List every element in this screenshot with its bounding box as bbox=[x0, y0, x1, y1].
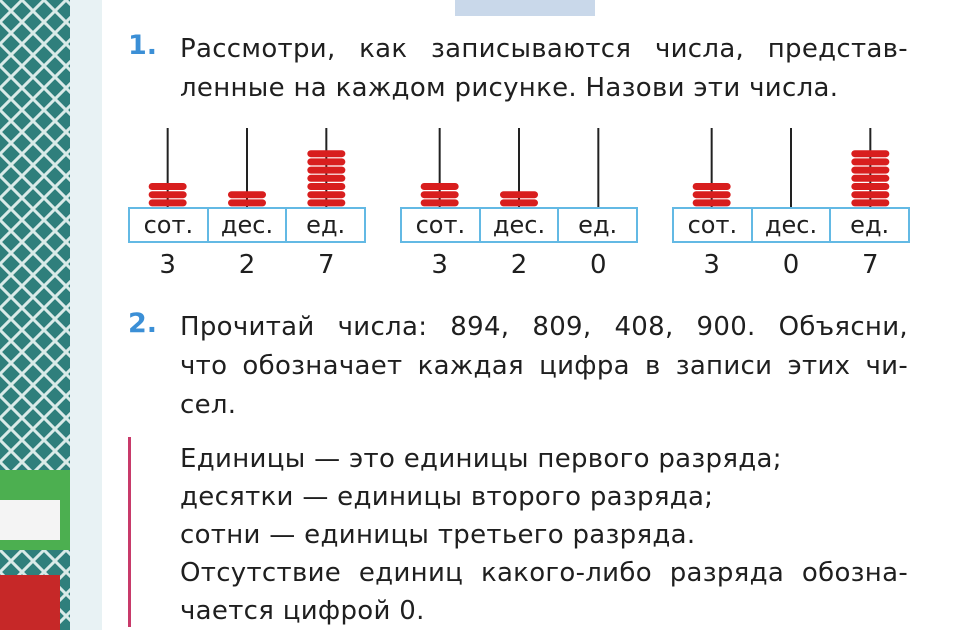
rod-hundreds bbox=[420, 128, 459, 207]
abacus-bead bbox=[307, 150, 346, 158]
digit-tens: 2 bbox=[510, 250, 528, 280]
abacus-bead bbox=[851, 158, 890, 166]
digit-hundreds: 3 bbox=[159, 250, 176, 280]
rod-tens bbox=[500, 128, 538, 207]
abacus-bead bbox=[500, 199, 538, 207]
abacus-figure-3 bbox=[692, 128, 890, 207]
digit-units: 7 bbox=[862, 250, 879, 280]
rod-units bbox=[307, 128, 346, 207]
abacus-bead bbox=[692, 199, 731, 207]
abacus-bead bbox=[307, 199, 346, 207]
rod-hundreds bbox=[692, 128, 731, 207]
digit-tens: 0 bbox=[782, 250, 800, 280]
abacus-bead bbox=[851, 191, 890, 199]
text-line: Прочитай числа: 894, 809, 408, 900. Объя… bbox=[180, 312, 908, 342]
digit-hundreds: 3 bbox=[703, 250, 720, 280]
abacus-bead bbox=[307, 183, 346, 190]
abacus-bead bbox=[420, 199, 459, 207]
abacus-bead bbox=[307, 191, 346, 199]
abacus-bead bbox=[228, 191, 266, 199]
top-color-strip bbox=[455, 0, 595, 16]
digit-units: 0 bbox=[590, 250, 607, 280]
text-line: сел. bbox=[180, 390, 237, 420]
place-value-table: сот. дес. ед. bbox=[672, 207, 910, 243]
text-line: Отсутствие единиц какого-либо разряда об… bbox=[180, 558, 908, 588]
number-digits: 3 2 7 bbox=[128, 250, 366, 280]
place-value-table: сот. дес. ед. bbox=[400, 207, 638, 243]
abacus-bead bbox=[420, 183, 459, 190]
text-line: ленные на каждом рисунке. Назови эти чис… bbox=[180, 73, 839, 103]
abacus-bead bbox=[307, 158, 346, 166]
abacus-bead bbox=[148, 199, 187, 207]
abacus-bead bbox=[148, 183, 187, 190]
abacus-bead bbox=[307, 166, 346, 174]
digit-hundreds: 3 bbox=[431, 250, 448, 280]
header-hundreds: сот. bbox=[130, 209, 209, 241]
abacus-bead bbox=[851, 174, 890, 182]
text-line: Рассмотри, как записываются числа, предс… bbox=[180, 34, 908, 64]
rule-text: Единицы — это единицы первого разряда; д… bbox=[180, 440, 908, 630]
rod-hundreds bbox=[148, 128, 187, 207]
exercise-number: 1. bbox=[128, 30, 158, 61]
abacus-bead bbox=[851, 199, 890, 207]
rod-units bbox=[851, 128, 890, 207]
number-digits: 3 2 0 bbox=[400, 250, 638, 280]
header-tens: дес. bbox=[481, 209, 560, 241]
abacus-bead bbox=[692, 183, 731, 190]
header-tens: дес. bbox=[209, 209, 288, 241]
abacus-bead bbox=[307, 174, 346, 182]
decorative-lattice-art bbox=[0, 0, 102, 630]
abacus-bead bbox=[851, 183, 890, 190]
abacus-bead bbox=[420, 191, 459, 199]
abacus-bead bbox=[228, 199, 266, 207]
digit-tens: 2 bbox=[238, 250, 256, 280]
header-units: ед. bbox=[306, 211, 346, 239]
exercise-2-text: Прочитай числа: 894, 809, 408, 900. Объя… bbox=[180, 308, 908, 425]
abacus-bead bbox=[500, 191, 538, 199]
exercise-1-text: Рассмотри, как записываются числа, предс… bbox=[180, 30, 908, 108]
number-digits: 3 0 7 bbox=[672, 250, 910, 280]
exercise-number: 2. bbox=[128, 308, 158, 339]
header-units: ед. bbox=[578, 211, 618, 239]
text-line: сотни — единицы третьего разряда. bbox=[180, 520, 696, 550]
text-line: десятки — единицы второго разряда; bbox=[180, 482, 714, 512]
abacus-figure-2 bbox=[420, 128, 600, 207]
header-units: ед. bbox=[850, 211, 890, 239]
text-line: Единицы — это единицы первого разряда; bbox=[180, 444, 782, 474]
text-line: что обозначает каждая цифра в записи эти… bbox=[180, 351, 908, 381]
digit-units: 7 bbox=[318, 250, 335, 280]
abacus-bead bbox=[148, 191, 187, 199]
rod-tens bbox=[228, 128, 266, 207]
header-hundreds: сот. bbox=[402, 209, 481, 241]
place-value-table: сот. дес. ед. bbox=[128, 207, 366, 243]
header-tens: дес. bbox=[753, 209, 832, 241]
abacus-bead bbox=[851, 150, 890, 158]
abacus-figure-1 bbox=[148, 128, 346, 207]
abacus-bead bbox=[851, 166, 890, 174]
abacus-bead bbox=[692, 191, 731, 199]
text-line: чается цифрой 0. bbox=[180, 596, 425, 626]
header-hundreds: сот. bbox=[674, 209, 753, 241]
rule-margin-bar bbox=[128, 437, 131, 627]
